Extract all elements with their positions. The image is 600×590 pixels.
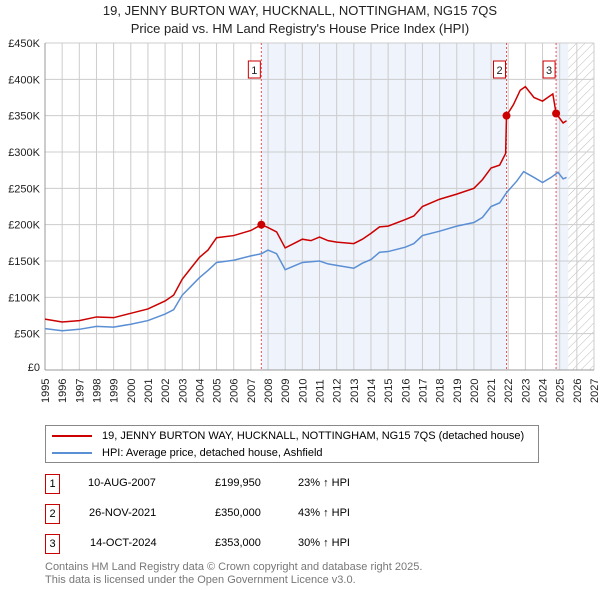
x-tick-label: 1995 <box>40 379 52 403</box>
sale-hpi: 30% ↑ HPI <box>298 537 350 549</box>
sale-price: £353,000 <box>215 537 261 549</box>
sale-label: 2 <box>496 65 502 77</box>
sale-point <box>502 111 511 120</box>
x-tick-label: 2026 <box>572 379 584 403</box>
y-tick-label: £200K <box>8 220 40 232</box>
y-tick-label: £50K <box>14 329 40 341</box>
sale-date: 10-AUG-2007 <box>88 477 156 489</box>
sale-price: £199,950 <box>215 477 261 489</box>
legend-item-hpi: HPI: Average price, detached house, Ashf… <box>52 445 323 461</box>
y-tick-label: £100K <box>8 292 40 304</box>
x-tick-label: 2023 <box>520 379 532 403</box>
x-tick-label: 2016 <box>400 379 412 403</box>
footer-licence: This data is licensed under the Open Gov… <box>45 574 356 586</box>
chart-subtitle: Price paid vs. HM Land Registry's House … <box>130 21 470 36</box>
x-tick-label: 2008 <box>263 379 275 403</box>
x-tick-label: 2014 <box>366 379 378 403</box>
x-tick-label: 2027 <box>589 379 600 403</box>
y-tick-label: £250K <box>8 183 40 195</box>
x-tick-label: 2003 <box>177 379 189 403</box>
sale-point <box>552 109 561 118</box>
property-price-line <box>44 85 567 323</box>
x-tick-label: 2009 <box>280 379 292 403</box>
y-tick-label: £0 <box>28 362 40 374</box>
shaded-period <box>261 43 507 370</box>
red-line-swatch <box>52 435 92 437</box>
x-tick-label: 2005 <box>212 379 224 403</box>
legend: 19, JENNY BURTON WAY, HUCKNALL, NOTTINGH… <box>45 425 539 463</box>
x-tick-label: 2024 <box>538 379 550 403</box>
sale-number: 1 <box>45 474 60 494</box>
x-tick-label: 1997 <box>74 379 86 403</box>
x-tick-label: 2004 <box>194 379 206 403</box>
sale-label-box <box>493 60 507 79</box>
sale-hpi: 43% ↑ HPI <box>298 507 350 519</box>
legend-label: 19, JENNY BURTON WAY, HUCKNALL, NOTTINGH… <box>102 430 525 442</box>
x-tick-label: 1999 <box>109 379 121 403</box>
y-tick-label: £300K <box>8 147 40 159</box>
x-tick-label: 2025 <box>555 379 567 403</box>
sale-price: £350,000 <box>215 507 261 519</box>
sale-date: 26-NOV-2021 <box>89 507 157 519</box>
y-tick-label: £450K <box>8 38 40 50</box>
x-tick-label: 2002 <box>160 379 172 403</box>
sale-label: 1 <box>251 65 257 77</box>
x-tick-label: 2015 <box>383 379 395 403</box>
footer-copyright: Contains HM Land Registry data © Crown c… <box>45 561 423 573</box>
y-tick-label: £400K <box>8 74 40 86</box>
blue-line-swatch <box>52 452 92 454</box>
sale-label: 3 <box>546 65 552 77</box>
x-tick-label: 1998 <box>91 379 103 403</box>
hpi-line <box>44 170 567 332</box>
forecast-hatch <box>568 43 594 370</box>
x-tick-label: 2021 <box>486 379 498 403</box>
x-tick-label: 2007 <box>246 379 258 403</box>
x-tick-label: 1996 <box>57 379 69 403</box>
chart-title: 19, JENNY BURTON WAY, HUCKNALL, NOTTINGH… <box>102 3 498 18</box>
sale-hpi: 23% ↑ HPI <box>298 477 350 489</box>
sale-label-box <box>247 60 261 79</box>
legend-item-property: 19, JENNY BURTON WAY, HUCKNALL, NOTTINGH… <box>52 428 524 444</box>
x-tick-label: 2018 <box>435 379 447 403</box>
sale-date: 14-OCT-2024 <box>90 537 157 549</box>
sale-number: 2 <box>45 504 60 524</box>
y-tick-label: £350K <box>8 111 40 123</box>
x-tick-label: 2013 <box>349 379 361 403</box>
price-chart: 1995 1996 1997 1998 1999 2000 2001 2002 2003 2004… <box>8 38 600 403</box>
sale-label-box <box>542 60 556 79</box>
x-tick-label: 2022 <box>503 379 515 403</box>
sale-point <box>257 220 266 229</box>
x-tick-label: 2020 <box>469 379 481 403</box>
x-tick-label: 2000 <box>126 379 138 403</box>
shaded-period <box>556 43 569 370</box>
y-tick-label: £150K <box>8 256 40 268</box>
legend-label: HPI: Average price, detached house, Ashf… <box>102 447 323 459</box>
x-tick-label: 2019 <box>452 379 464 403</box>
x-tick-label: 2012 <box>332 379 344 403</box>
sale-number: 3 <box>45 534 60 554</box>
x-tick-label: 2010 <box>297 379 309 403</box>
x-tick-label: 2017 <box>417 379 429 403</box>
x-tick-label: 2006 <box>229 379 241 403</box>
x-tick-label: 2001 <box>143 379 155 403</box>
x-tick-label: 2011 <box>315 379 327 403</box>
